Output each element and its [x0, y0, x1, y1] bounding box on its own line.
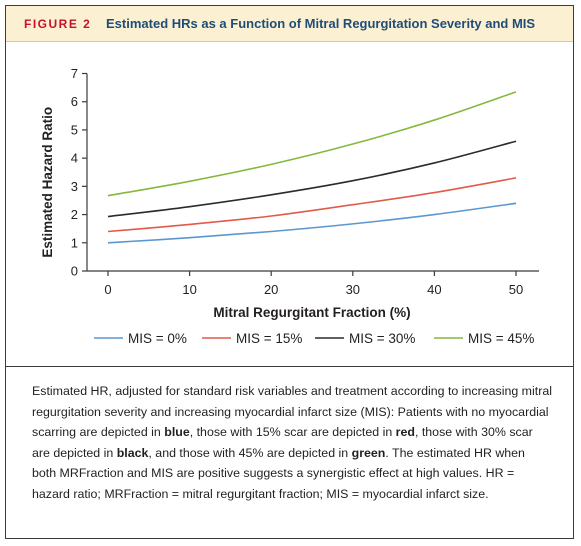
caption-part-4: , and those with 45% are depicted in [148, 445, 352, 460]
legend-item-3: MIS = 45% [434, 331, 534, 346]
figure-caption: Estimated HR, adjusted for standard risk… [32, 381, 552, 505]
caption-part-1: Estimated HR, adjusted for standard risk… [32, 384, 552, 440]
figure-title: Estimated HRs as a Function of Mitral Re… [106, 16, 536, 31]
caption-blue: blue [164, 425, 190, 440]
x-tick-label: 10 [182, 282, 196, 297]
figure-label: FIGURE 2 [24, 17, 92, 31]
series-line-0 [107, 202, 517, 244]
legend-label: MIS = 0% [128, 331, 187, 346]
caption-part-5: . The estimated HR when both MRFraction … [32, 445, 525, 501]
chart-legend: MIS = 0% MIS = 15% MIS = 30% MIS = 45% [94, 331, 534, 346]
chart-series [107, 91, 517, 244]
series-line-2 [107, 140, 517, 218]
caption-text: Estimated HR, adjusted for standard risk… [32, 381, 552, 505]
y-tick-label: 2 [71, 207, 78, 222]
caption-divider [6, 366, 573, 367]
x-tick-label: 40 [427, 282, 441, 297]
y-tick-label: 5 [71, 122, 78, 137]
figure-header: FIGURE 2 Estimated HRs as a Function of … [6, 6, 573, 42]
x-tick-label: 30 [346, 282, 360, 297]
y-tick-label: 7 [71, 66, 78, 81]
legend-item-2: MIS = 30% [315, 331, 415, 346]
series-line-3 [107, 91, 517, 197]
y-tick-label: 4 [71, 151, 78, 166]
caption-part-3: , those with 30% scar are depicted in [32, 425, 533, 460]
y-tick-label: 0 [71, 264, 78, 279]
figure-panel: FIGURE 2 Estimated HRs as a Function of … [5, 5, 574, 539]
chart-axes: 0 1 2 3 4 5 6 7 0 10 20 30 40 50 [71, 66, 539, 297]
caption-part-2: , those with 15% scar are depicted in [189, 425, 396, 440]
legend-item-1: MIS = 15% [202, 331, 302, 346]
x-tick-label: 0 [104, 282, 111, 297]
x-axis-label: Mitral Regurgitant Fraction (%) [213, 305, 410, 320]
legend-label: MIS = 45% [468, 331, 534, 346]
y-axis-label: Estimated Hazard Ratio [40, 107, 55, 258]
caption-black: black [116, 445, 149, 460]
legend-item-0: MIS = 0% [94, 331, 187, 346]
caption-green: green [351, 445, 386, 460]
series-line-1 [107, 177, 517, 233]
legend-label: MIS = 15% [236, 331, 302, 346]
hazard-ratio-line-chart: 0 1 2 3 4 5 6 7 0 10 20 30 40 50 Estimated Hazard Rat… [40, 66, 539, 346]
y-tick-label: 1 [71, 235, 78, 250]
x-tick-label: 20 [264, 282, 278, 297]
y-tick-label: 3 [71, 179, 78, 194]
y-tick-label: 6 [71, 94, 78, 109]
x-tick-label: 50 [509, 282, 523, 297]
caption-red: red [395, 425, 415, 440]
legend-label: MIS = 30% [349, 331, 415, 346]
